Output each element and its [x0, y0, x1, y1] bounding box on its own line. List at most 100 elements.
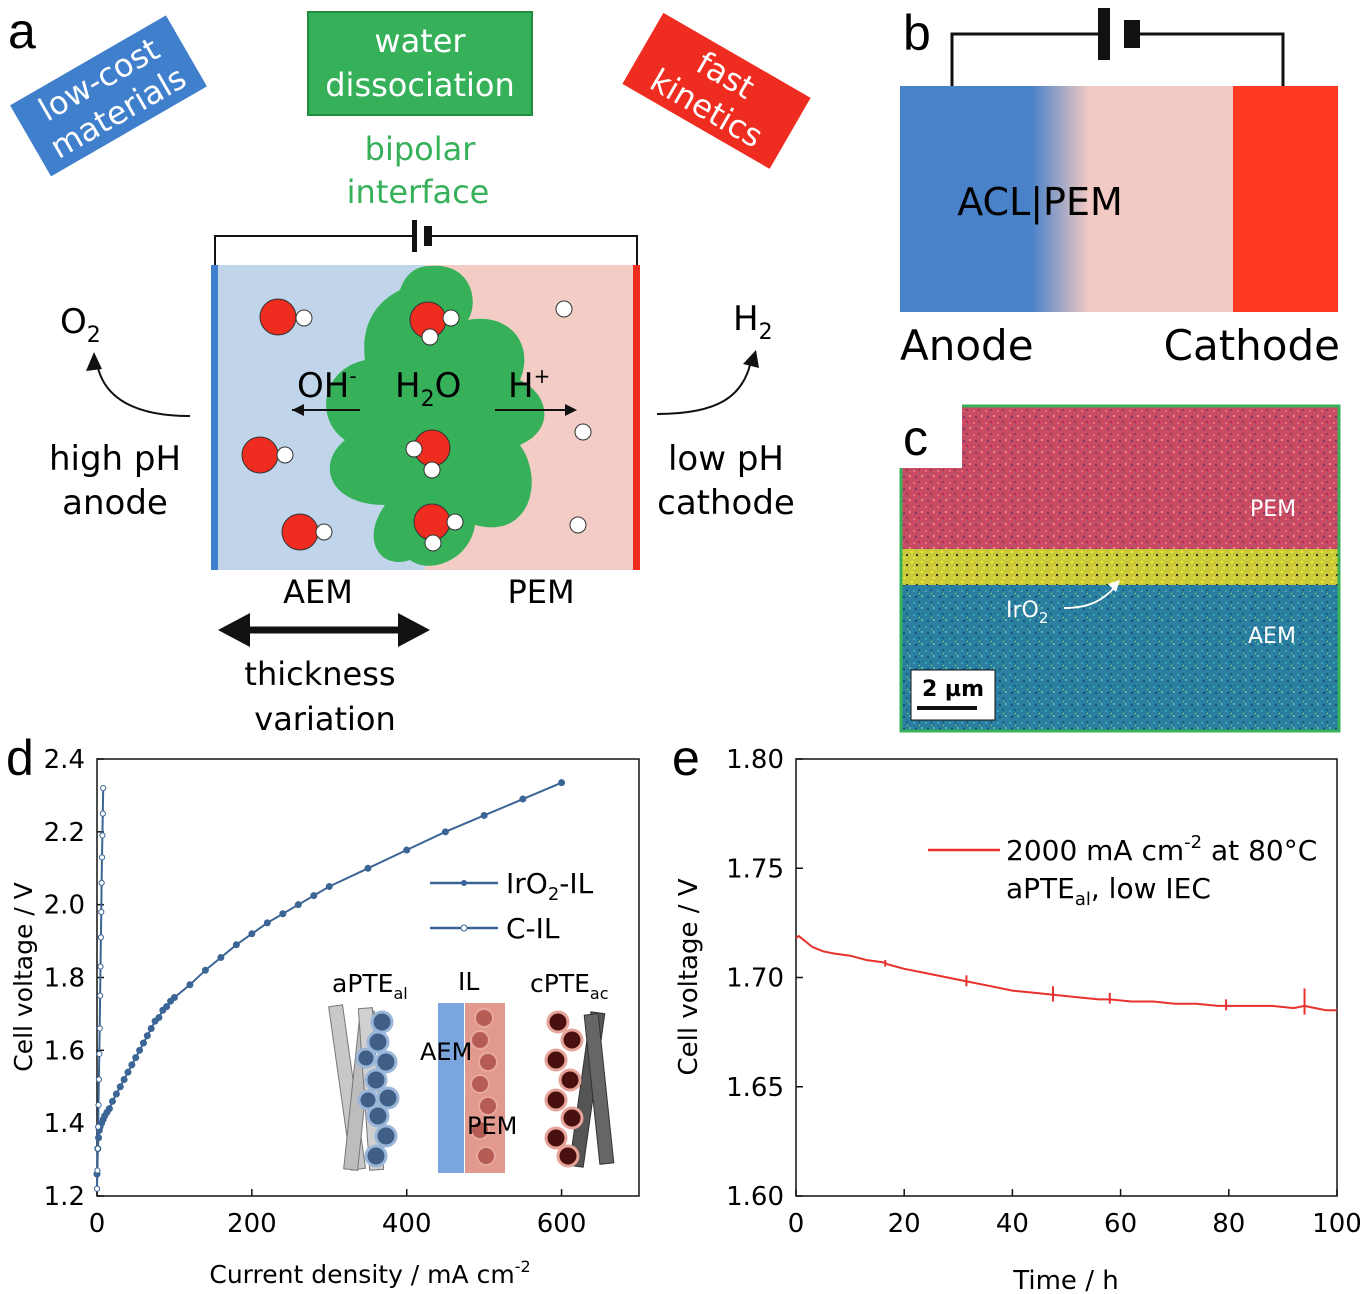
panel-c-letter-bg [880, 400, 962, 468]
circuit-wire-b [950, 32, 1285, 86]
o2-label: O2 [60, 302, 101, 348]
panel-d-letter: d [6, 730, 34, 786]
x-tick-label: 60 [1104, 1209, 1137, 1239]
data-point [105, 1105, 113, 1113]
data-point [98, 879, 105, 886]
panel-e-letter: e [672, 730, 700, 786]
data-point [93, 1185, 101, 1192]
data-point [294, 901, 302, 909]
cathode-label: Cathode [1164, 321, 1340, 370]
pem-label: PEM [507, 573, 574, 611]
battery-icon-b-minus [1124, 20, 1140, 48]
data-point [217, 953, 225, 961]
data-point [95, 1101, 102, 1109]
scale-bar-label: 2 µm [922, 677, 984, 702]
h2o-label: H2O [395, 366, 461, 412]
y-tick-label: 1.65 [726, 1073, 784, 1103]
data-point [124, 1068, 132, 1076]
oh-label: OH- [297, 364, 357, 406]
data-point [98, 854, 106, 861]
data-point [108, 1097, 116, 1105]
scale-bar [917, 706, 977, 710]
data-point [132, 1054, 140, 1062]
data-point [94, 1145, 101, 1152]
x-tick-label: 600 [537, 1209, 587, 1239]
y-tick-label: 1.6 [44, 1036, 85, 1066]
data-point [147, 1024, 155, 1032]
y-axis-label-e: Cell voltage / V [674, 878, 704, 1075]
panel-a: a low-cost materials water dissociation … [8, 3, 811, 738]
battery-icon-minus [424, 226, 432, 246]
cpte-rods [568, 1011, 615, 1168]
x-tick-label: 0 [89, 1209, 106, 1239]
panel-b: b ACL|PEM Anode Cathode [900, 5, 1340, 370]
bipolar-line1: bipolar [365, 130, 477, 168]
o2-arrow [97, 367, 191, 417]
cathode-text-line1: low pH [668, 439, 784, 479]
data-point [325, 882, 333, 890]
iro2-arrow [1063, 586, 1116, 609]
cpte-particles [544, 1010, 584, 1168]
map-pem-label: PEM [1250, 497, 1296, 522]
thickness-line2: variation [254, 700, 396, 738]
data-point [96, 1050, 103, 1058]
hplus-label: H+ [508, 364, 550, 406]
inset-aem-layer [438, 1003, 464, 1173]
inset-aem-label: AEM [420, 1038, 472, 1066]
apte-particles [355, 1010, 400, 1168]
inset-pem-label: PEM [467, 1112, 517, 1140]
data-point [112, 1090, 120, 1098]
data-point [143, 1032, 151, 1040]
data-point [519, 795, 527, 803]
inset-cpte-label: cPTEac [530, 969, 609, 1003]
data-point [97, 934, 104, 941]
data-point [170, 994, 178, 1002]
box-green-line2: dissociation [325, 66, 515, 104]
legend-c-il: C-IL [506, 912, 560, 945]
data-point [163, 1003, 171, 1011]
y-tick-label: 1.80 [726, 745, 784, 775]
panel-b-letter: b [903, 5, 931, 61]
battery-icon-b [1098, 8, 1110, 60]
acl-pem-label: ACL|PEM [957, 180, 1123, 225]
bipolar-line2: interface [347, 173, 490, 211]
legend-d: IrO2-IL C-IL [430, 867, 594, 945]
y-tick-label: 1.2 [44, 1182, 85, 1212]
inset-illustration: aPTEal IL cPTEac AEM PEM [328, 967, 615, 1173]
data-point [139, 1039, 147, 1047]
cathode-text-line2: cathode [657, 483, 795, 523]
data-point [232, 941, 240, 949]
data-point [128, 1061, 136, 1069]
il-particles [470, 1008, 498, 1166]
y-tick-label: 1.75 [726, 854, 784, 884]
data-point [98, 908, 105, 916]
y-tick-label: 1.4 [44, 1109, 85, 1139]
x-tick-label: 20 [888, 1209, 921, 1239]
data-point [364, 864, 372, 872]
data-point [136, 1046, 144, 1054]
data-point [96, 1025, 103, 1032]
y-tick-label: 1.70 [726, 964, 784, 994]
data-point [95, 1076, 103, 1083]
series-line-voltage [795, 934, 1337, 1012]
iro2-map [901, 549, 1339, 585]
data-point [99, 810, 106, 817]
data-point [558, 779, 566, 787]
cathode-electrode [633, 265, 640, 570]
anode-label: Anode [900, 321, 1034, 370]
y-tick-label: 1.60 [726, 1182, 784, 1212]
inset-il-label: IL [458, 967, 479, 996]
pem-map [901, 406, 1339, 549]
data-point [248, 930, 256, 938]
low-cost-materials-box: low-cost materials [10, 15, 207, 177]
y-axis-label-d: Cell voltage / V [9, 882, 38, 1072]
data-point [99, 832, 106, 839]
x-tick-label: 400 [382, 1209, 432, 1239]
map-frame [899, 404, 1341, 733]
data-point [94, 1167, 101, 1174]
battery-icon [412, 220, 417, 252]
scale-bar-box [910, 669, 996, 721]
data-point [155, 1014, 163, 1022]
plot-frame-e [795, 758, 1338, 1197]
x-tick-label: 40 [996, 1209, 1029, 1239]
